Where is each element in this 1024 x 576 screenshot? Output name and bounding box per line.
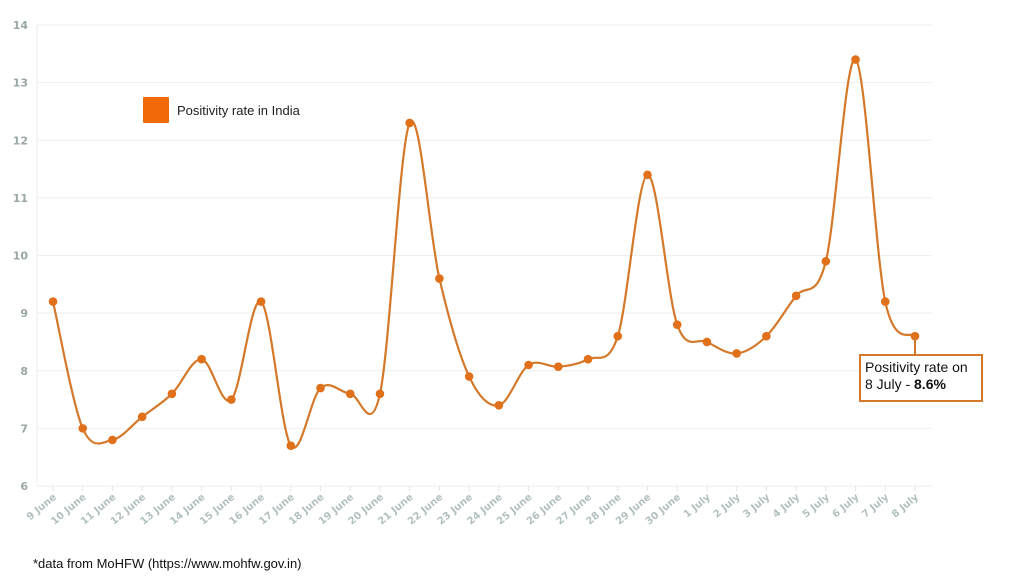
- legend: Positivity rate in India: [143, 97, 300, 123]
- data-point-markers: [48, 55, 920, 450]
- data-point: [108, 435, 117, 445]
- x-tick-label: 2 July: [712, 492, 743, 521]
- data-point: [435, 274, 444, 283]
- data-point: [227, 395, 236, 404]
- data-point: [554, 362, 563, 372]
- y-tick-label: 9: [20, 307, 28, 320]
- y-tick-label: 14: [13, 19, 29, 32]
- y-tick-label: 11: [13, 192, 28, 205]
- x-tick-label: 8 July: [890, 492, 921, 521]
- y-axis-ticks: 6 7 8 9 10 11 12 13 14: [13, 19, 29, 493]
- y-tick-label: 7: [20, 422, 28, 435]
- x-tick-label: 1 July: [682, 492, 713, 521]
- data-point: [167, 389, 177, 399]
- data-point: [732, 349, 741, 358]
- legend-label: Positivity rate in India: [177, 102, 300, 118]
- data-point: [643, 170, 652, 180]
- data-point: [880, 297, 890, 306]
- data-point: [78, 424, 88, 433]
- x-tick-label: 3 July: [741, 492, 772, 521]
- data-point: [821, 256, 831, 266]
- callout-line2: 8 July - 8.6%: [865, 376, 977, 393]
- y-tick-label: 12: [13, 134, 28, 147]
- data-point: [316, 383, 325, 393]
- data-point: [583, 354, 593, 364]
- data-point: [672, 320, 682, 329]
- data-point: [375, 389, 385, 399]
- y-tick-label: 13: [13, 77, 28, 90]
- annotation-callout: Positivity rate on 8 July - 8.6%: [859, 354, 983, 402]
- data-point: [762, 331, 771, 341]
- data-point: [851, 55, 860, 64]
- data-point: [613, 331, 623, 341]
- data-point: [345, 389, 355, 399]
- data-point: [137, 412, 147, 422]
- x-tick-label: 5 July: [801, 492, 832, 521]
- data-point: [197, 354, 206, 364]
- callout-date: 8 July -: [865, 376, 915, 392]
- data-point: [702, 337, 712, 347]
- source-footnote: *data from MoHFW (https://www.mohfw.gov.…: [33, 556, 302, 571]
- x-tick-label: 7 July: [860, 492, 891, 521]
- data-point: [791, 291, 801, 301]
- data-point: [524, 360, 533, 370]
- legend-swatch: [143, 97, 169, 123]
- data-point: [405, 118, 414, 128]
- data-point: [464, 372, 474, 381]
- data-point: [286, 441, 296, 450]
- y-tick-label: 8: [20, 365, 28, 378]
- data-point: [494, 401, 504, 410]
- x-tick-label: 6 July: [830, 492, 861, 521]
- callout-line1: Positivity rate on: [865, 359, 968, 375]
- callout-value: 8.6%: [914, 376, 946, 392]
- data-point: [256, 297, 266, 306]
- x-tick-label: 4 July: [771, 492, 802, 521]
- y-tick-label: 10: [13, 250, 29, 263]
- data-point: [48, 297, 58, 306]
- y-tick-label: 6: [20, 480, 28, 493]
- gridlines: [36, 24, 932, 491]
